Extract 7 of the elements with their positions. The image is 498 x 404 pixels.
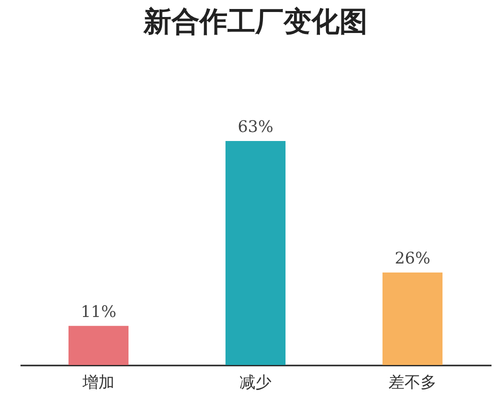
x-tick-label: 减少 xyxy=(240,372,272,392)
chart-title: 新合作工厂变化图 xyxy=(142,5,368,38)
data-label: 26% xyxy=(394,248,430,268)
x-tick-label: 增加 xyxy=(82,372,114,392)
x-tick-label: 差不多 xyxy=(388,372,436,392)
data-label: 63% xyxy=(238,117,274,136)
data-label: 11% xyxy=(80,302,116,321)
